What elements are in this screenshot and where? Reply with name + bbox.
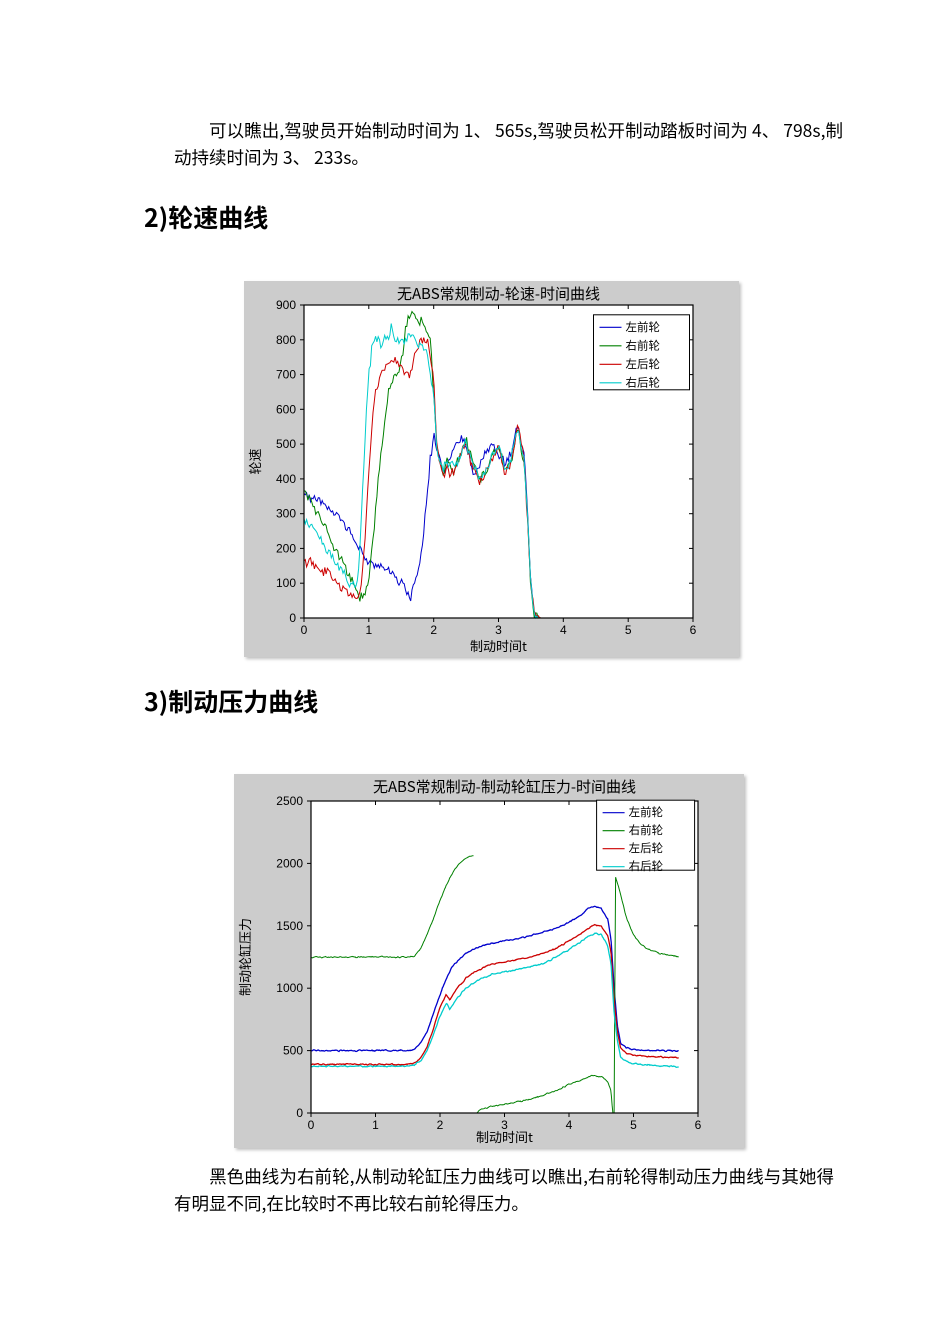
svg-text:200: 200 [276,541,296,555]
svg-text:3: 3 [495,623,502,637]
svg-text:右前轮: 右前轮 [629,822,664,838]
svg-text:6: 6 [690,623,697,637]
svg-text:1: 1 [365,623,372,637]
svg-text:6: 6 [695,1118,702,1132]
svg-text:制动时间t: 制动时间t [470,636,527,655]
svg-text:4: 4 [566,1118,573,1132]
svg-text:700: 700 [276,368,296,382]
svg-text:100: 100 [276,576,296,590]
svg-text:制动轮缸压力: 制动轮缸压力 [235,918,254,996]
svg-text:2000: 2000 [276,856,303,870]
svg-text:5: 5 [625,623,632,637]
svg-text:2: 2 [430,623,437,637]
svg-text:500: 500 [276,437,296,451]
svg-text:右后轮: 右后轮 [629,858,664,874]
svg-text:2: 2 [437,1118,444,1132]
svg-text:左后轮: 左后轮 [626,356,661,372]
svg-text:1: 1 [372,1118,379,1132]
svg-text:600: 600 [276,402,296,416]
svg-text:5: 5 [630,1118,637,1132]
svg-text:1000: 1000 [276,981,303,995]
svg-text:2500: 2500 [276,794,303,808]
svg-text:左后轮: 左后轮 [629,840,664,856]
svg-text:0: 0 [289,611,296,625]
svg-text:4: 4 [560,623,567,637]
svg-text:左前轮: 左前轮 [629,804,664,820]
svg-text:右前轮: 右前轮 [626,337,661,353]
svg-text:0: 0 [308,1118,315,1132]
svg-text:1500: 1500 [276,919,303,933]
svg-text:800: 800 [276,333,296,347]
svg-text:300: 300 [276,507,296,521]
svg-text:500: 500 [283,1044,303,1058]
svg-text:0: 0 [301,623,308,637]
svg-text:制动时间t: 制动时间t [476,1127,533,1146]
svg-text:0: 0 [296,1106,303,1120]
svg-text:400: 400 [276,472,296,486]
svg-text:右后轮: 右后轮 [626,374,661,390]
svg-text:轮速: 轮速 [245,448,264,474]
svg-text:无ABS常规制动-制动轮缸压力-时间曲线: 无ABS常规制动-制动轮缸压力-时间曲线 [373,776,636,797]
svg-text:900: 900 [276,298,296,312]
svg-text:左前轮: 左前轮 [626,319,661,335]
svg-text:无ABS常规制动-轮速-时间曲线: 无ABS常规制动-轮速-时间曲线 [397,283,600,304]
